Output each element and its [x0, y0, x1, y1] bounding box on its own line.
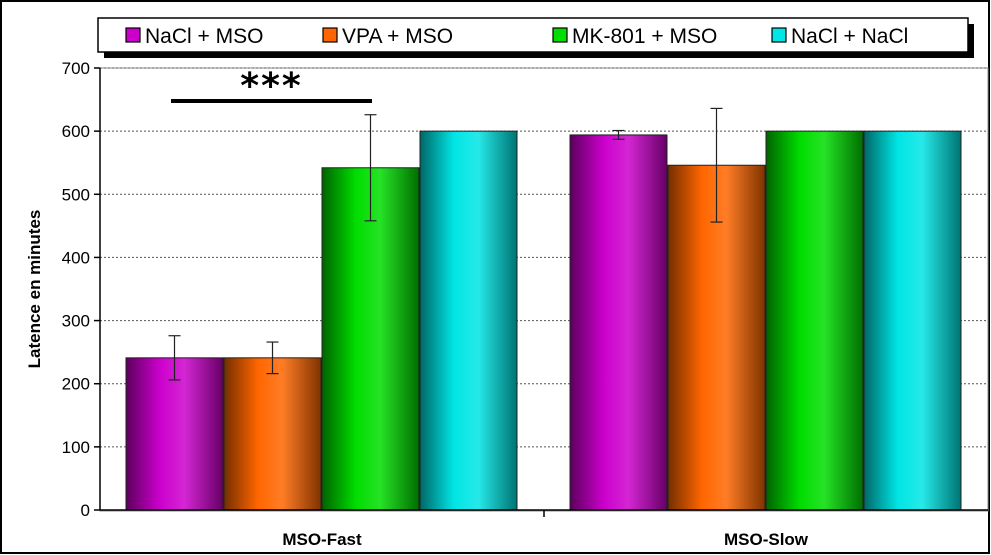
legend-swatch: [322, 27, 338, 43]
legend-label: VPA + MSO: [342, 25, 453, 48]
bar: [667, 164, 766, 511]
y-tick-label: 700: [62, 59, 90, 78]
legend-swatch: [771, 27, 787, 43]
y-axis-label: Latence en minutes: [25, 210, 44, 369]
bar: [863, 130, 962, 511]
bar: [125, 357, 224, 511]
bar: [223, 357, 322, 511]
significance-label: ***: [240, 66, 302, 107]
y-tick-label: 100: [62, 438, 90, 457]
bar: [569, 134, 668, 511]
legend-box: [97, 17, 969, 53]
y-tick-label: 0: [81, 501, 90, 520]
bars: [125, 130, 962, 511]
legend-label: NaCl + MSO: [145, 25, 263, 48]
axes: 0 100 200 300 400 500 600 700 Latence en minutes…: [25, 59, 988, 549]
y-tick-label: 300: [62, 312, 90, 331]
legend-label: MK-801 + MSO: [572, 25, 717, 48]
legend: NaCl + MSO VPA + MSO MK-801 + MSO NaCl + Na…: [97, 17, 974, 58]
legend-swatch: [552, 27, 568, 43]
legend-label: NaCl + NaCl: [791, 25, 908, 48]
y-tick-label: 600: [62, 122, 90, 141]
legend-swatch: [125, 27, 141, 43]
x-tick-label: MSO-Slow: [724, 530, 809, 549]
y-tick-label: 400: [62, 248, 90, 267]
x-tick-label: MSO-Fast: [282, 530, 362, 549]
bar: [321, 167, 420, 511]
bar: [419, 130, 518, 511]
bar: [765, 130, 864, 511]
y-tick-label: 500: [62, 185, 90, 204]
annotations: ***: [171, 66, 372, 107]
error-bars: [168, 107, 723, 381]
y-tick-label: 200: [62, 375, 90, 394]
